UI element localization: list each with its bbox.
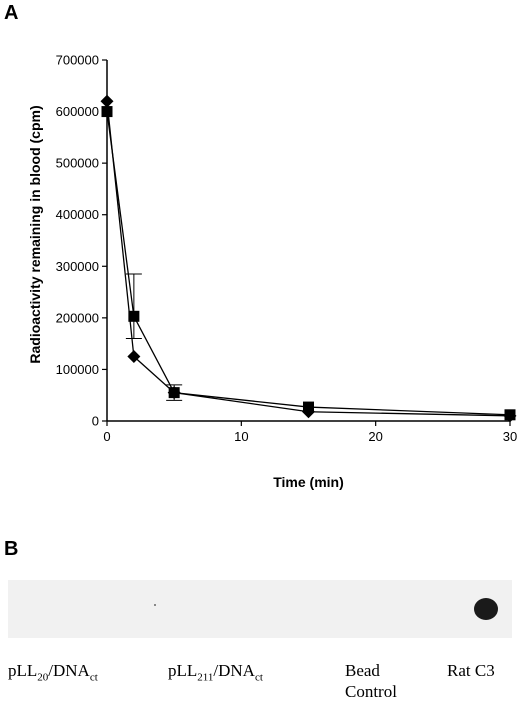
y-tick-label: 100000 xyxy=(56,362,99,377)
y-tick-label: 400000 xyxy=(56,207,99,222)
data-point-square xyxy=(101,106,113,118)
dot-blot-signal-rat-c3 xyxy=(474,598,498,620)
y-tick-label: 700000 xyxy=(56,53,99,68)
data-point-diamond xyxy=(100,94,114,108)
x-tick-label: 20 xyxy=(368,429,382,444)
data-point-square xyxy=(303,401,314,413)
y-axis-title: Radioactivity remaining in blood (cpm) xyxy=(27,105,43,363)
panel-b-label: B xyxy=(4,538,19,560)
x-tick-label: 0 xyxy=(103,429,110,444)
chart-axes xyxy=(106,60,510,422)
lane-label-pll20: pLL20/DNAct xyxy=(8,661,98,684)
lane-label-rat-c3: Rat C3 xyxy=(447,661,495,680)
lane-label-pll211: pLL211/DNAct xyxy=(168,661,263,684)
panel-a-label: A xyxy=(4,2,19,24)
x-axis-title: Time (min) xyxy=(273,474,344,490)
chart-series-lines xyxy=(106,101,511,417)
x-tick-label: 10 xyxy=(234,429,248,444)
data-point-square xyxy=(504,409,516,421)
y-tick-label: 500000 xyxy=(56,156,99,171)
dot-blot-speck xyxy=(154,604,156,606)
chart-error-bars xyxy=(125,273,183,401)
y-tick-label: 300000 xyxy=(56,259,99,274)
dot-blot-membrane xyxy=(8,580,512,638)
chart-ticks: 0 100000 200000 300000 400000 500000 600000 700… xyxy=(56,53,518,445)
lane-label-bead-control: Bead Control xyxy=(345,661,397,701)
y-tick-label: 200000 xyxy=(56,310,99,325)
series-line-square xyxy=(106,111,511,416)
clearance-line-chart: 0 100000 200000 300000 400000 500000 600000 700… xyxy=(27,53,518,491)
y-tick-label: 0 xyxy=(92,414,99,429)
data-point-square xyxy=(168,387,180,399)
x-tick-label: 30 xyxy=(503,429,517,444)
chart-markers xyxy=(100,94,517,423)
data-point-diamond xyxy=(127,350,141,364)
data-point-square xyxy=(128,310,140,322)
y-tick-label: 600000 xyxy=(56,104,99,119)
series-line-diamond xyxy=(106,101,511,417)
